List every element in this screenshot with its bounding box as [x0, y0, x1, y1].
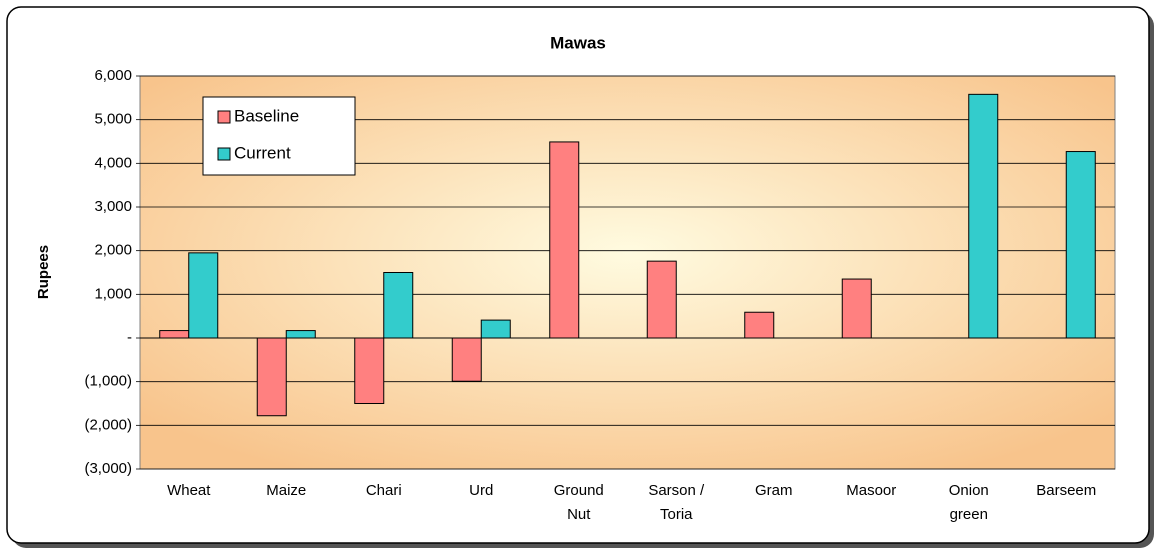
chart-title: Mawas	[550, 33, 606, 52]
x-tick-label: Maize	[266, 482, 306, 499]
legend-label: Current	[234, 143, 291, 162]
x-tick-label: Wheat	[167, 482, 211, 499]
y-tick-label: (1,000)	[84, 373, 132, 390]
bar	[159, 330, 190, 339]
bar	[354, 337, 385, 404]
bar	[188, 252, 219, 339]
x-tick-label: Masoor	[846, 482, 896, 499]
legend-swatch	[217, 110, 231, 124]
x-tick-label: Urd	[469, 482, 493, 499]
bar	[968, 93, 999, 339]
x-tick-label: Chari	[366, 482, 402, 499]
y-tick-label: (3,000)	[84, 460, 132, 477]
bar	[744, 311, 775, 339]
y-tick-label: 2,000	[94, 242, 132, 259]
y-axis-label: Rupees	[35, 245, 52, 299]
legend-label: Baseline	[234, 106, 299, 125]
y-tick-label: (2,000)	[84, 416, 132, 433]
bar	[285, 330, 316, 339]
legend-swatch	[217, 147, 231, 161]
y-tick-label: 4,000	[94, 154, 132, 171]
x-tick-label: Onion green	[949, 482, 989, 523]
bar	[480, 319, 511, 339]
x-tick-label: Sarson / Toria	[648, 482, 705, 523]
legend-box	[202, 96, 356, 176]
x-tick-label: Barseem	[1036, 482, 1096, 499]
bar	[549, 141, 580, 339]
bar	[1065, 151, 1096, 339]
bar	[451, 337, 482, 382]
bar	[256, 337, 287, 417]
y-tick-label: -	[127, 329, 132, 346]
bar	[841, 278, 872, 339]
x-tick-label: Gram	[755, 482, 793, 499]
y-tick-label: 1,000	[94, 285, 132, 302]
y-tick-label: 6,000	[94, 67, 132, 84]
y-tick-label: 5,000	[94, 111, 132, 128]
x-tick-label: Ground Nut	[554, 482, 604, 523]
bar	[383, 272, 414, 339]
y-tick-label: 3,000	[94, 198, 132, 215]
bar	[646, 260, 677, 339]
